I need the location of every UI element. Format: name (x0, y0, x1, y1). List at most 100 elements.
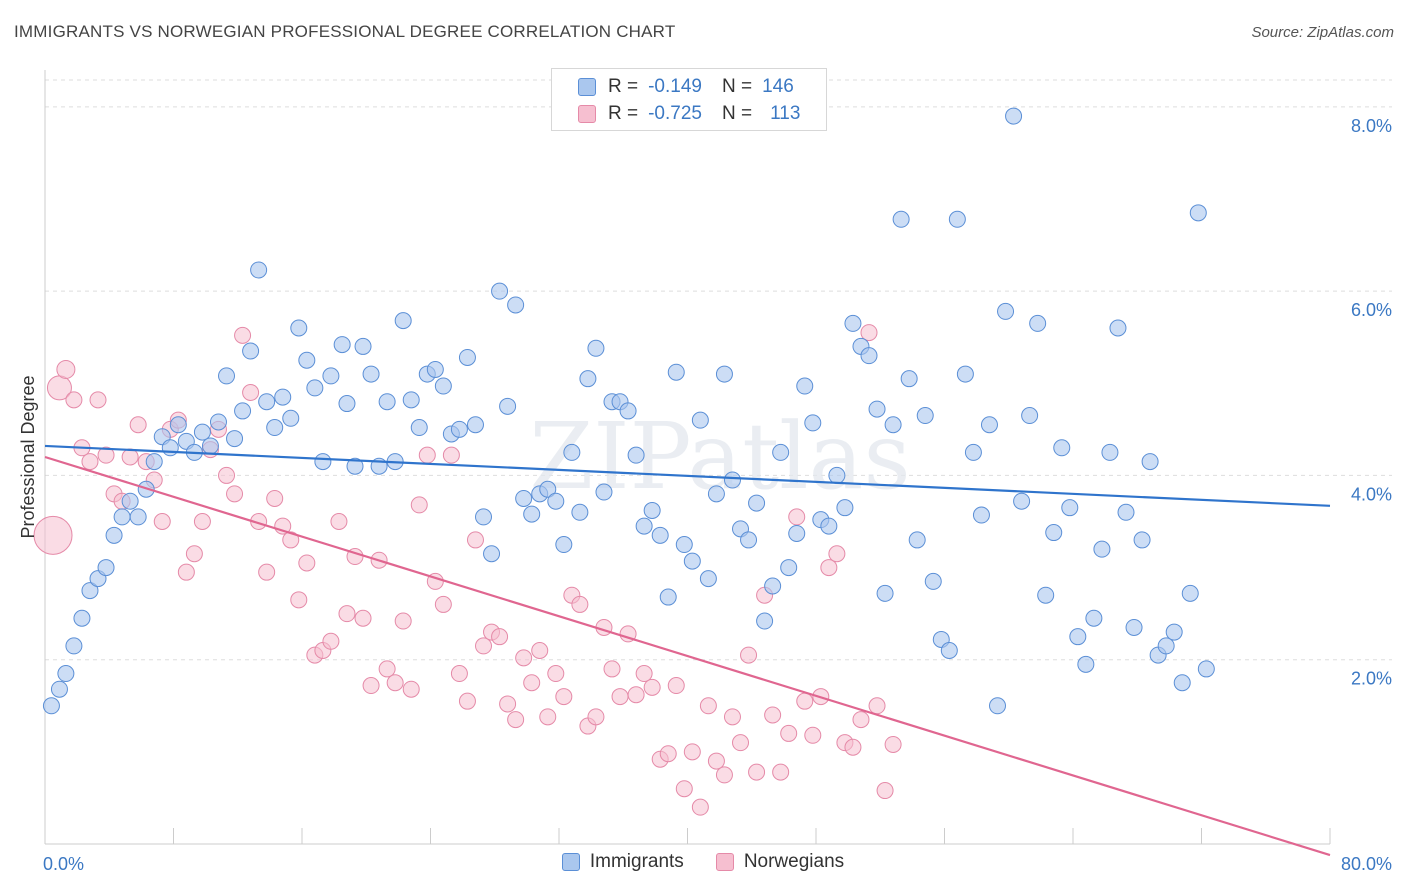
norwegians-point (748, 763, 766, 781)
norwegians-point (764, 706, 782, 724)
immigrants-point (97, 559, 115, 577)
norwegians-point (218, 466, 236, 484)
immigrants-point (491, 282, 509, 300)
immigrants-point (450, 420, 468, 438)
immigrants-point (900, 370, 918, 388)
immigrants-point (226, 430, 244, 448)
immigrants-point (121, 492, 139, 510)
x-tick-label: 80.0% (1341, 854, 1392, 874)
immigrants-point (1061, 499, 1079, 517)
immigrants-point (683, 552, 701, 570)
immigrants-point (908, 531, 926, 549)
chart-title: IMMIGRANTS VS NORWEGIAN PROFESSIONAL DEG… (14, 22, 676, 41)
immigrants-point (314, 453, 332, 471)
norwegians-point (282, 531, 300, 549)
immigrants-point (73, 609, 91, 627)
immigrants-point (788, 524, 806, 542)
norwegians-point (732, 734, 750, 752)
immigrants-point (1077, 655, 1095, 673)
immigrants-point (42, 697, 60, 715)
norwegians-point (635, 665, 653, 683)
immigrants-point (378, 393, 396, 411)
norwegians-point (884, 735, 902, 753)
immigrants-point (515, 489, 533, 507)
immigrants-point (1197, 660, 1215, 678)
immigrants-point (1037, 586, 1055, 604)
norwegians-point (715, 766, 733, 784)
norwegians-point (258, 563, 276, 581)
immigrants-point (956, 365, 974, 383)
norwegians-point (539, 708, 557, 726)
immigrants-point (884, 416, 902, 434)
norwegians-point (458, 692, 476, 710)
immigrants-point (1109, 319, 1127, 337)
immigrants-point (1141, 453, 1159, 471)
legend-swatch-immigrants (578, 78, 596, 96)
immigrants-point (707, 485, 725, 503)
norwegians-point (531, 642, 549, 659)
norwegians-point (611, 688, 629, 706)
immigrants-point (868, 400, 886, 418)
immigrants-point (426, 360, 444, 378)
norwegians-point (699, 697, 717, 715)
immigrants-point (458, 348, 476, 366)
norwegians-point (659, 745, 677, 763)
immigrants-point (274, 388, 292, 406)
norwegians-point (226, 485, 244, 503)
immigrants-points (42, 107, 1215, 715)
r-value: -0.149 (648, 76, 702, 97)
norwegians-point (193, 513, 211, 530)
immigrants-point (346, 457, 364, 475)
r-label: R = (608, 76, 639, 97)
legend-row-norwegians: R = -0.725 N = 113 (578, 102, 800, 126)
norwegians-point (33, 515, 73, 555)
immigrants-point (483, 545, 501, 563)
immigrants-point (643, 501, 661, 519)
immigrants-point (924, 572, 942, 590)
norwegians-point (290, 591, 308, 609)
immigrants-point (980, 416, 998, 434)
immigrants-point (699, 570, 717, 588)
immigrants-point (129, 508, 147, 526)
immigrants-point (201, 437, 219, 455)
immigrants-point (997, 302, 1015, 320)
immigrants-point (675, 536, 693, 554)
norwegians-point (860, 324, 878, 342)
immigrants-point (571, 503, 589, 521)
norwegians-point (354, 609, 372, 627)
norwegians-point (234, 326, 252, 344)
immigrants-point (651, 526, 669, 544)
immigrants-point (1181, 584, 1199, 602)
y-axis-title: Professional Degree (18, 375, 38, 538)
immigrants-point (475, 508, 493, 526)
immigrants-point (836, 499, 854, 517)
immigrants-point (892, 210, 910, 228)
norwegians-point (65, 391, 83, 409)
immigrants-point (691, 411, 709, 429)
norwegians-point (402, 680, 420, 698)
immigrants-point (948, 210, 966, 228)
immigrants-point (635, 517, 653, 535)
r-label: R = (608, 103, 639, 124)
norwegians-point (868, 697, 886, 715)
legend-item-immigrants[interactable]: Immigrants (561, 851, 684, 873)
immigrants-point (333, 336, 351, 354)
y-tick-label: 8.0% (1351, 116, 1392, 136)
immigrants-point (50, 680, 68, 698)
norwegians-point (691, 798, 709, 816)
immigrants-point (362, 365, 380, 383)
legend-swatch-immigrants (561, 853, 580, 871)
immigrants-point (547, 492, 565, 510)
immigrants-point (989, 697, 1007, 715)
immigrants-point (748, 494, 766, 512)
norwegians-point (587, 708, 605, 726)
immigrants-point (145, 453, 163, 471)
norwegians-point (571, 595, 589, 613)
immigrants-point (539, 480, 557, 498)
immigrants-point (322, 367, 340, 385)
legend-item-norwegians[interactable]: Norwegians (715, 851, 844, 873)
norwegians-point (852, 711, 870, 729)
norwegians-point (466, 531, 484, 549)
immigrants-point (1157, 637, 1175, 655)
norwegians-point (788, 508, 806, 526)
